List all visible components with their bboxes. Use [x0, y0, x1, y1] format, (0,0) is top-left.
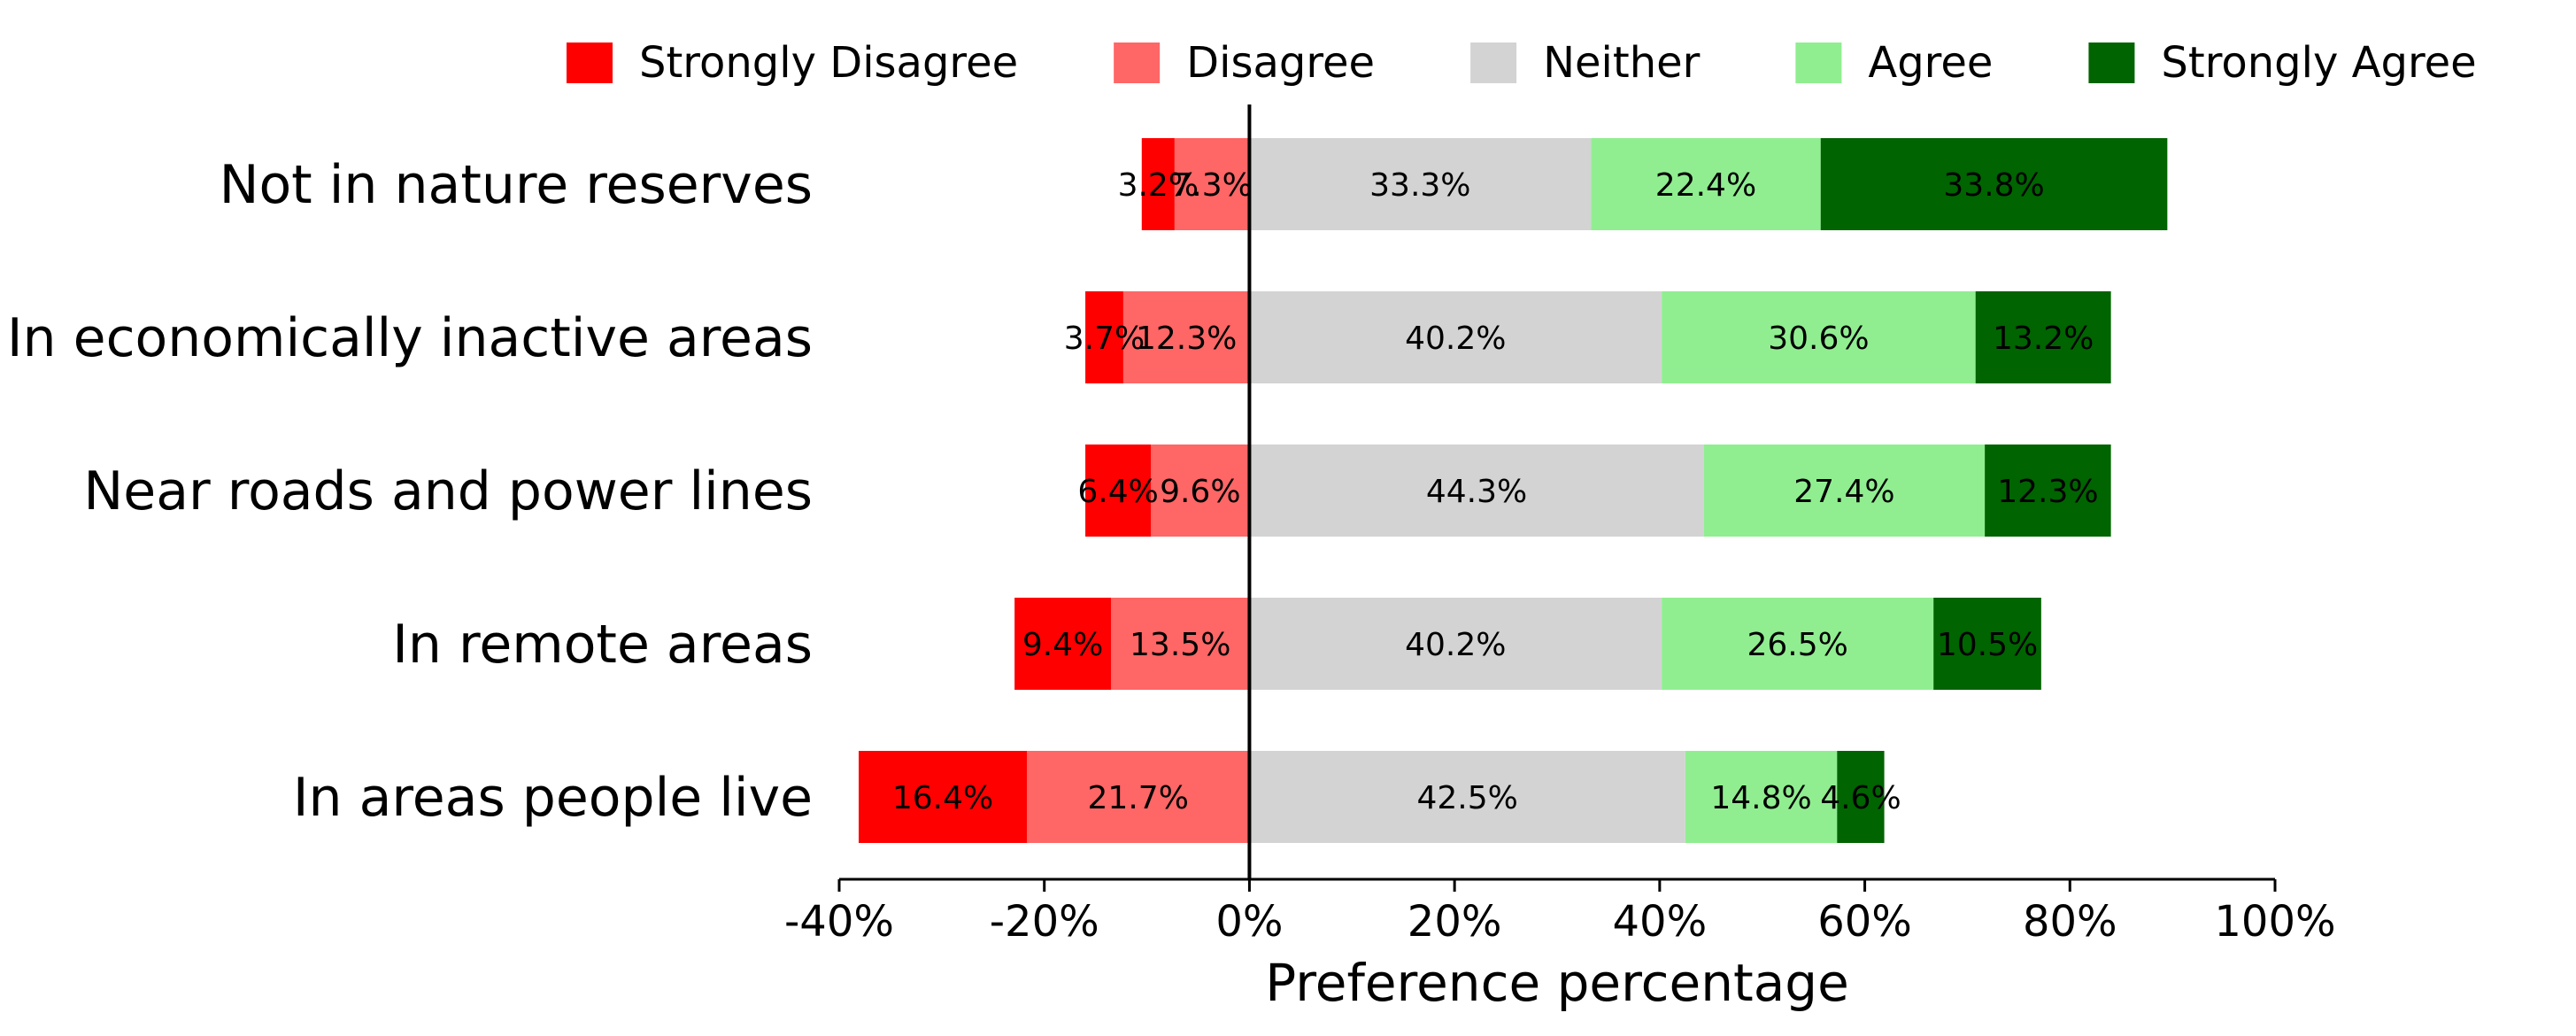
bar-disagree-near-roads-and-power-lines	[1151, 445, 1250, 537]
legend-label-disagree: Disagree	[1186, 38, 1375, 88]
x-axis-label: Preference percentage	[1265, 953, 1849, 1013]
bar-neither-near-roads-and-power-lines	[1249, 445, 1704, 537]
bar-strongly-agree-in-remote-areas	[1933, 598, 2041, 690]
data-label-disagree-not-in-nature-reserves: 7.3%	[1171, 167, 1252, 204]
bar-neither-in-economically-inactive-areas	[1249, 291, 1662, 383]
data-label-strongly-agree-not-in-nature-reserves: 33.8%	[1943, 167, 2044, 204]
legend-swatch-agree	[1795, 43, 1842, 83]
data-label-agree-in-economically-inactive-areas: 30.6%	[1768, 321, 1869, 357]
bar-strongly-disagree-in-areas-people-live	[859, 751, 1028, 843]
bar-agree-not-in-nature-reserves	[1591, 138, 1821, 230]
data-label-neither-in-remote-areas: 40.2%	[1405, 627, 1506, 663]
bar-strongly-agree-in-areas-people-live	[1837, 751, 1885, 843]
bar-strongly-disagree-in-economically-inactive-areas	[1085, 291, 1123, 383]
data-label-strongly-disagree-not-in-nature-reserves: 3.2%	[1118, 167, 1199, 204]
data-label-strongly-disagree-in-economically-inactive-areas: 3.7%	[1064, 321, 1145, 357]
bar-strongly-agree-in-economically-inactive-areas	[1975, 291, 2111, 383]
chart-data-labels: 7.3%3.2% 33.3% 22.4% 33.8%12.3%3.7% 40.2% 30.…	[892, 167, 2099, 816]
x-tick-label-5: 60%	[1817, 897, 1912, 947]
data-label-strongly-agree-near-roads-and-power-lines: 12.3%	[1997, 474, 2098, 510]
legend-item-disagree: Disagree	[1114, 38, 1375, 88]
data-label-strongly-disagree-in-remote-areas: 9.4%	[1022, 627, 1103, 663]
category-label-not-in-nature-reserves: Not in nature reserves	[220, 154, 813, 216]
legend-swatch-strongly-agree	[2088, 43, 2135, 83]
legend-swatch-neither	[1470, 43, 1517, 83]
x-tick-label-1: -20%	[990, 897, 1099, 947]
bar-agree-near-roads-and-power-lines	[1703, 445, 1986, 537]
data-label-strongly-agree-in-areas-people-live: 4.6%	[1820, 780, 1901, 816]
data-label-neither-not-in-nature-reserves: 33.3%	[1369, 167, 1470, 204]
bar-neither-in-remote-areas	[1249, 598, 1662, 690]
bar-neither-in-areas-people-live	[1249, 751, 1685, 843]
data-label-strongly-disagree-near-roads-and-power-lines: 6.4%	[1077, 474, 1158, 510]
bar-strongly-disagree-near-roads-and-power-lines	[1085, 445, 1152, 537]
category-label-near-roads-and-power-lines: Near roads and power lines	[83, 460, 813, 522]
legend-label-agree: Agree	[1868, 38, 1993, 88]
bar-agree-in-economically-inactive-areas	[1662, 291, 1976, 383]
bar-agree-in-remote-areas	[1662, 598, 1934, 690]
data-label-neither-in-economically-inactive-areas: 40.2%	[1405, 321, 1506, 357]
data-label-neither-near-roads-and-power-lines: 44.3%	[1426, 474, 1527, 510]
x-tick-label-3: 20%	[1408, 897, 1502, 947]
bar-disagree-in-areas-people-live	[1027, 751, 1250, 843]
data-label-agree-near-roads-and-power-lines: 27.4%	[1793, 474, 1894, 510]
data-label-strongly-agree-in-economically-inactive-areas: 13.2%	[1993, 321, 2094, 357]
category-label-in-areas-people-live: In areas people live	[293, 767, 813, 829]
bar-strongly-disagree-not-in-nature-reserves	[1141, 138, 1175, 230]
legend-item-strongly-agree: Strongly Agree	[2088, 38, 2477, 88]
bar-disagree-not-in-nature-reserves	[1174, 138, 1250, 230]
bar-neither-not-in-nature-reserves	[1249, 138, 1592, 230]
category-label-in-economically-inactive-areas: In economically inactive areas	[7, 307, 813, 369]
legend-item-agree: Agree	[1795, 38, 1993, 88]
bar-agree-in-areas-people-live	[1685, 751, 1838, 843]
data-label-strongly-disagree-in-areas-people-live: 16.4%	[892, 780, 993, 816]
data-label-disagree-in-economically-inactive-areas: 12.3%	[1136, 321, 1237, 357]
data-label-disagree-near-roads-and-power-lines: 9.6%	[1160, 474, 1240, 510]
x-tick-label-7: 100%	[2214, 897, 2335, 947]
data-label-strongly-agree-in-remote-areas: 10.5%	[1937, 627, 2038, 663]
data-label-neither-in-areas-people-live: 42.5%	[1416, 780, 1517, 816]
bar-strongly-agree-not-in-nature-reserves	[1820, 138, 2168, 230]
bar-strongly-agree-near-roads-and-power-lines	[1985, 445, 2111, 537]
legend-item-neither: Neither	[1470, 38, 1701, 88]
legend-swatch-strongly-disagree	[567, 43, 613, 83]
chart-bars	[859, 138, 2168, 843]
data-label-disagree-in-remote-areas: 13.5%	[1130, 627, 1230, 663]
legend-item-strongly-disagree: Strongly Disagree	[567, 38, 1018, 88]
legend-label-strongly-disagree: Strongly Disagree	[639, 38, 1018, 88]
x-axis: -40% -20% 0% 20% 40% 60% 80% 100%	[784, 104, 2336, 947]
data-label-agree-in-remote-areas: 26.5%	[1747, 627, 1847, 663]
data-label-disagree-in-areas-people-live: 21.7%	[1088, 780, 1189, 816]
bar-strongly-disagree-in-remote-areas	[1014, 598, 1112, 690]
legend-label-neither: Neither	[1543, 38, 1701, 88]
x-tick-label-6: 80%	[2023, 897, 2117, 947]
x-tick-label-0: -40%	[784, 897, 894, 947]
bar-disagree-in-economically-inactive-areas	[1122, 291, 1250, 383]
chart-legend: Strongly Disagree Disagree Neither Agree Str…	[567, 38, 2477, 88]
bar-disagree-in-remote-areas	[1111, 598, 1250, 690]
data-label-agree-in-areas-people-live: 14.8%	[1710, 780, 1811, 816]
legend-label-strongly-agree: Strongly Agree	[2161, 38, 2476, 88]
category-label-in-remote-areas: In remote areas	[392, 614, 813, 676]
category-labels: Not in nature reserves In economically in…	[7, 154, 813, 829]
x-tick-label-4: 40%	[1613, 897, 1708, 947]
legend-swatch-disagree	[1114, 43, 1161, 83]
data-label-agree-not-in-nature-reserves: 22.4%	[1655, 167, 1756, 204]
x-tick-label-2: 0%	[1215, 897, 1283, 947]
